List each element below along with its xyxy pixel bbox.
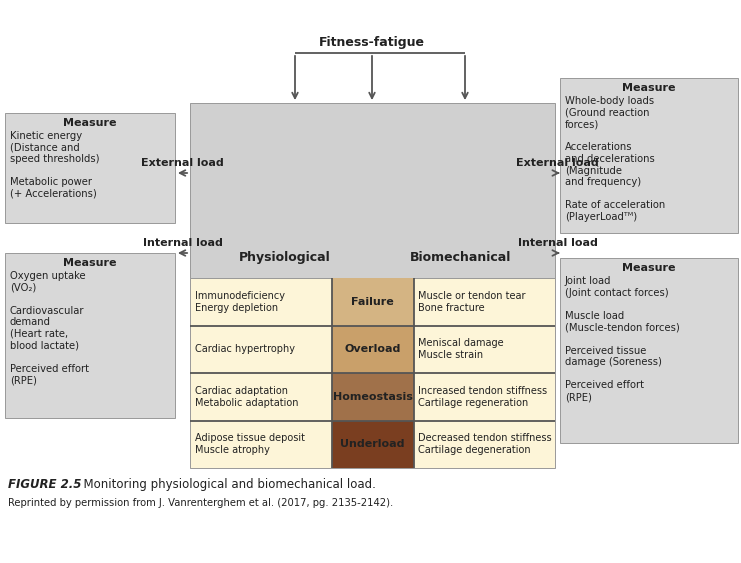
Text: FIGURE 2.5: FIGURE 2.5 [8, 478, 82, 491]
Text: Immunodeficiency
Energy depletion: Immunodeficiency Energy depletion [195, 291, 285, 312]
Text: Monitoring physiological and biomechanical load.: Monitoring physiological and biomechanic… [76, 478, 376, 491]
Text: Cardiac hypertrophy: Cardiac hypertrophy [195, 344, 295, 354]
Text: Internal load: Internal load [517, 238, 597, 248]
Text: Joint load
(Joint contact forces)

Muscle load
(Muscle-tendon forces)

Perceived: Joint load (Joint contact forces) Muscle… [565, 276, 679, 402]
Text: Internal load: Internal load [142, 238, 222, 248]
Text: Underload: Underload [340, 439, 405, 449]
Text: Meniscal damage
Muscle strain: Meniscal damage Muscle strain [419, 338, 504, 360]
Text: Measure: Measure [622, 83, 676, 93]
Text: Whole-body loads
(Ground reaction
forces)

Accelerations
and decelerations
(Magn: Whole-body loads (Ground reaction forces… [565, 96, 665, 222]
FancyBboxPatch shape [331, 421, 413, 468]
Text: External load: External load [141, 158, 224, 168]
Text: Muscle or tendon tear
Bone fracture: Muscle or tendon tear Bone fracture [419, 291, 526, 312]
Text: Physiological: Physiological [239, 251, 330, 264]
Text: Decreased tendon stiffness
Cartilage degeneration: Decreased tendon stiffness Cartilage deg… [419, 434, 552, 455]
Text: Kinetic energy
(Distance and
speed thresholds)

Metabolic power
(+ Accelerations: Kinetic energy (Distance and speed thres… [10, 131, 99, 199]
Text: Measure: Measure [622, 263, 676, 273]
FancyBboxPatch shape [560, 258, 738, 443]
Text: Adipose tissue deposit
Muscle atrophy: Adipose tissue deposit Muscle atrophy [195, 434, 305, 455]
Text: Fitness-fatigue: Fitness-fatigue [319, 36, 425, 49]
Text: Homeostasis: Homeostasis [333, 392, 413, 402]
FancyBboxPatch shape [5, 253, 175, 418]
Text: Reprinted by permission from J. Vanrenterghem et al. (2017, pg. 2135-2142).: Reprinted by permission from J. Vanrente… [8, 498, 393, 508]
FancyBboxPatch shape [560, 78, 738, 233]
Text: External load: External load [516, 158, 599, 168]
Text: Measure: Measure [63, 258, 117, 268]
Text: Overload: Overload [345, 344, 401, 354]
Text: Cardiac adaptation
Metabolic adaptation: Cardiac adaptation Metabolic adaptation [195, 386, 299, 408]
Text: Increased tendon stiffness
Cartilage regeneration: Increased tendon stiffness Cartilage reg… [419, 386, 548, 408]
Text: Failure: Failure [351, 297, 394, 307]
FancyBboxPatch shape [5, 113, 175, 223]
FancyBboxPatch shape [331, 278, 413, 325]
Text: Measure: Measure [63, 118, 117, 128]
Text: Oxygen uptake
(VO₂)

Cardiovascular
demand
(Heart rate,
blood lactate)

Perceive: Oxygen uptake (VO₂) Cardiovascular deman… [10, 271, 89, 386]
FancyBboxPatch shape [190, 278, 555, 468]
FancyBboxPatch shape [331, 325, 413, 373]
FancyBboxPatch shape [190, 103, 555, 278]
Text: Biomechanical: Biomechanical [410, 251, 511, 264]
FancyBboxPatch shape [331, 373, 413, 421]
